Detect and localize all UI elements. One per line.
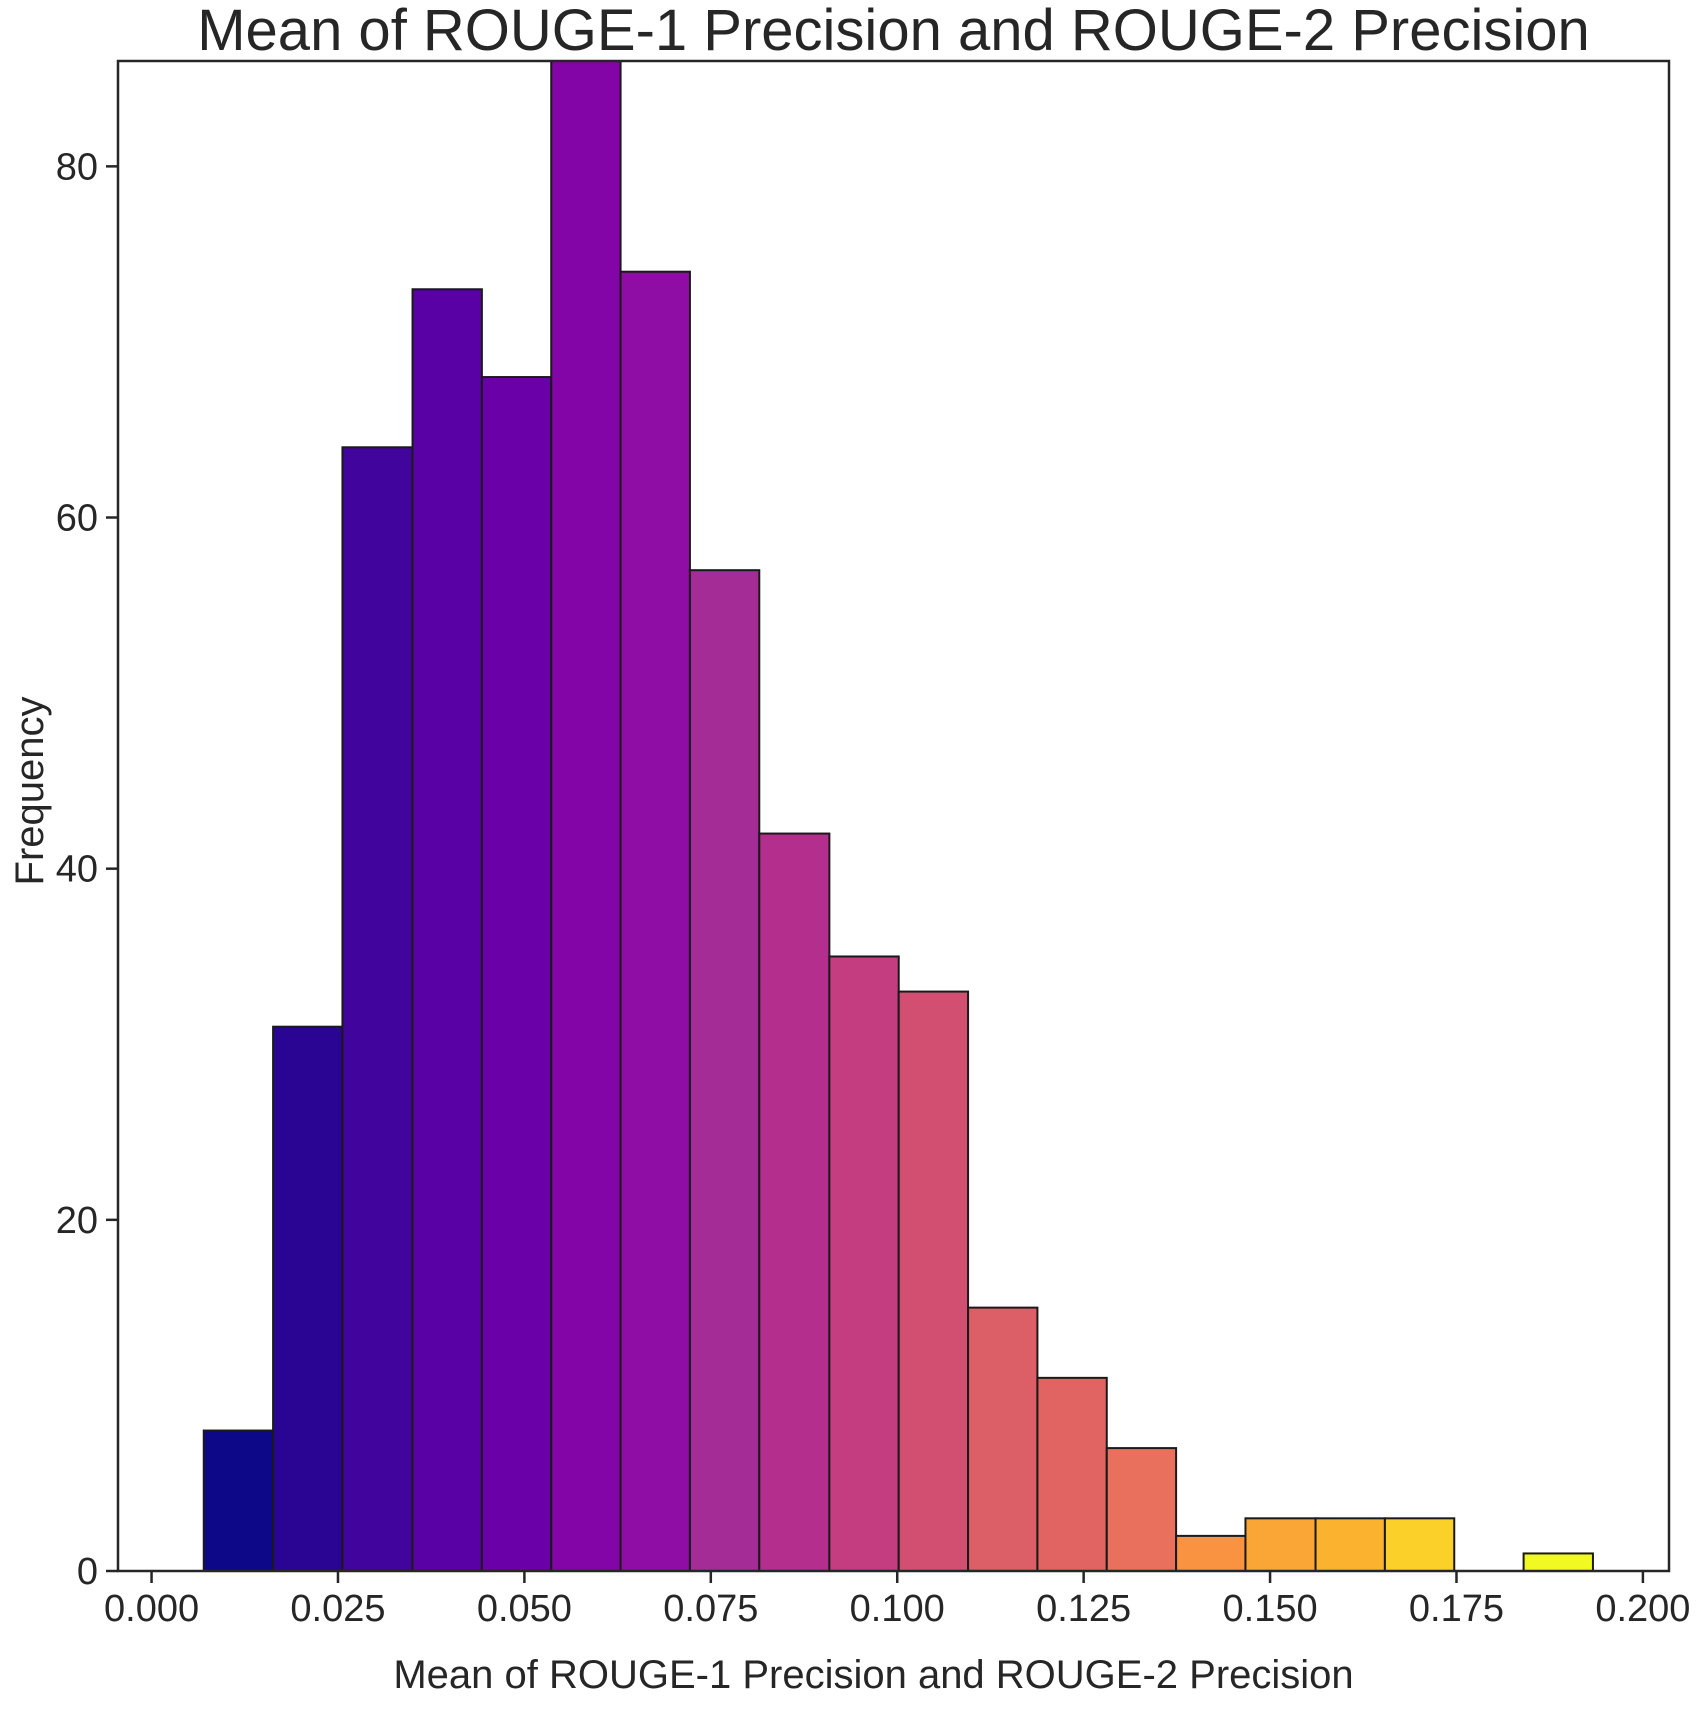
y-axis: 0 20 40 60 80 bbox=[56, 146, 118, 1593]
x-axis: 0.000 0.025 0.050 0.075 0.100 0.125 0.150 0.175… bbox=[104, 1571, 1690, 1630]
histogram-bar bbox=[411, 288, 483, 1572]
y-tick-label: 20 bbox=[56, 1200, 98, 1242]
y-tick-label: 0 bbox=[77, 1551, 98, 1593]
histogram-bar bbox=[1244, 1517, 1317, 1572]
y-tick-label: 60 bbox=[56, 498, 98, 540]
x-tick-label: 0.075 bbox=[663, 1588, 758, 1630]
histogram-bar bbox=[272, 1025, 344, 1572]
x-tick-label: 0.000 bbox=[104, 1588, 199, 1630]
histogram-bar bbox=[1383, 1517, 1456, 1572]
histogram-bar bbox=[1522, 1552, 1594, 1573]
x-tick-label: 0.100 bbox=[850, 1588, 945, 1630]
histogram-bar bbox=[758, 832, 831, 1572]
x-axis-label: Mean of ROUGE-1 Precision and ROUGE-2 Pr… bbox=[393, 1653, 1353, 1697]
y-tick-label: 40 bbox=[56, 849, 98, 891]
plot-frame bbox=[116, 59, 1671, 1573]
histogram-bar bbox=[202, 1429, 275, 1573]
x-tick-label: 0.150 bbox=[1223, 1588, 1318, 1630]
bars-group bbox=[202, 60, 1594, 1573]
histogram-bar bbox=[688, 569, 761, 1572]
x-tick-label: 0.175 bbox=[1409, 1588, 1504, 1630]
x-tick-label: 0.200 bbox=[1595, 1588, 1690, 1630]
histogram-bar bbox=[619, 270, 691, 1573]
histogram-bar bbox=[550, 60, 622, 1572]
histogram-bar bbox=[341, 446, 414, 1573]
y-axis-label: Frequency bbox=[8, 697, 52, 886]
histogram-bar bbox=[897, 990, 970, 1572]
histogram-bar bbox=[828, 955, 900, 1572]
x-tick-label: 0.025 bbox=[290, 1588, 385, 1630]
chart-title: Mean of ROUGE-1 Precision and ROUGE-2 Pr… bbox=[197, 0, 1590, 63]
y-tick-label: 80 bbox=[56, 146, 98, 188]
histogram-bar bbox=[1314, 1517, 1386, 1572]
x-tick-label: 0.050 bbox=[477, 1588, 572, 1630]
histogram-bar bbox=[1105, 1447, 1178, 1572]
x-tick-label: 0.125 bbox=[1036, 1588, 1131, 1630]
histogram-bar bbox=[1036, 1376, 1108, 1573]
histogram-bar bbox=[967, 1306, 1039, 1573]
histogram-bar bbox=[480, 376, 553, 1572]
histogram-bar bbox=[1175, 1534, 1247, 1572]
